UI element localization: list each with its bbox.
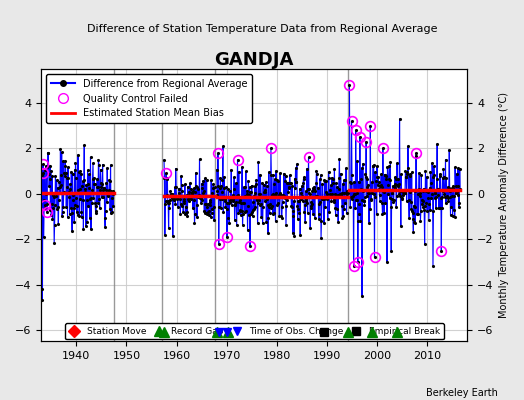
- Title: GANDJA: GANDJA: [214, 51, 294, 69]
- Legend: Station Move, Record Gap, Time of Obs. Change, Empirical Break: Station Move, Record Gap, Time of Obs. C…: [65, 323, 443, 340]
- Text: Berkeley Earth: Berkeley Earth: [426, 388, 498, 398]
- Text: Difference of Station Temperature Data from Regional Average: Difference of Station Temperature Data f…: [87, 24, 437, 34]
- Y-axis label: Monthly Temperature Anomaly Difference (°C): Monthly Temperature Anomaly Difference (…: [499, 92, 509, 318]
